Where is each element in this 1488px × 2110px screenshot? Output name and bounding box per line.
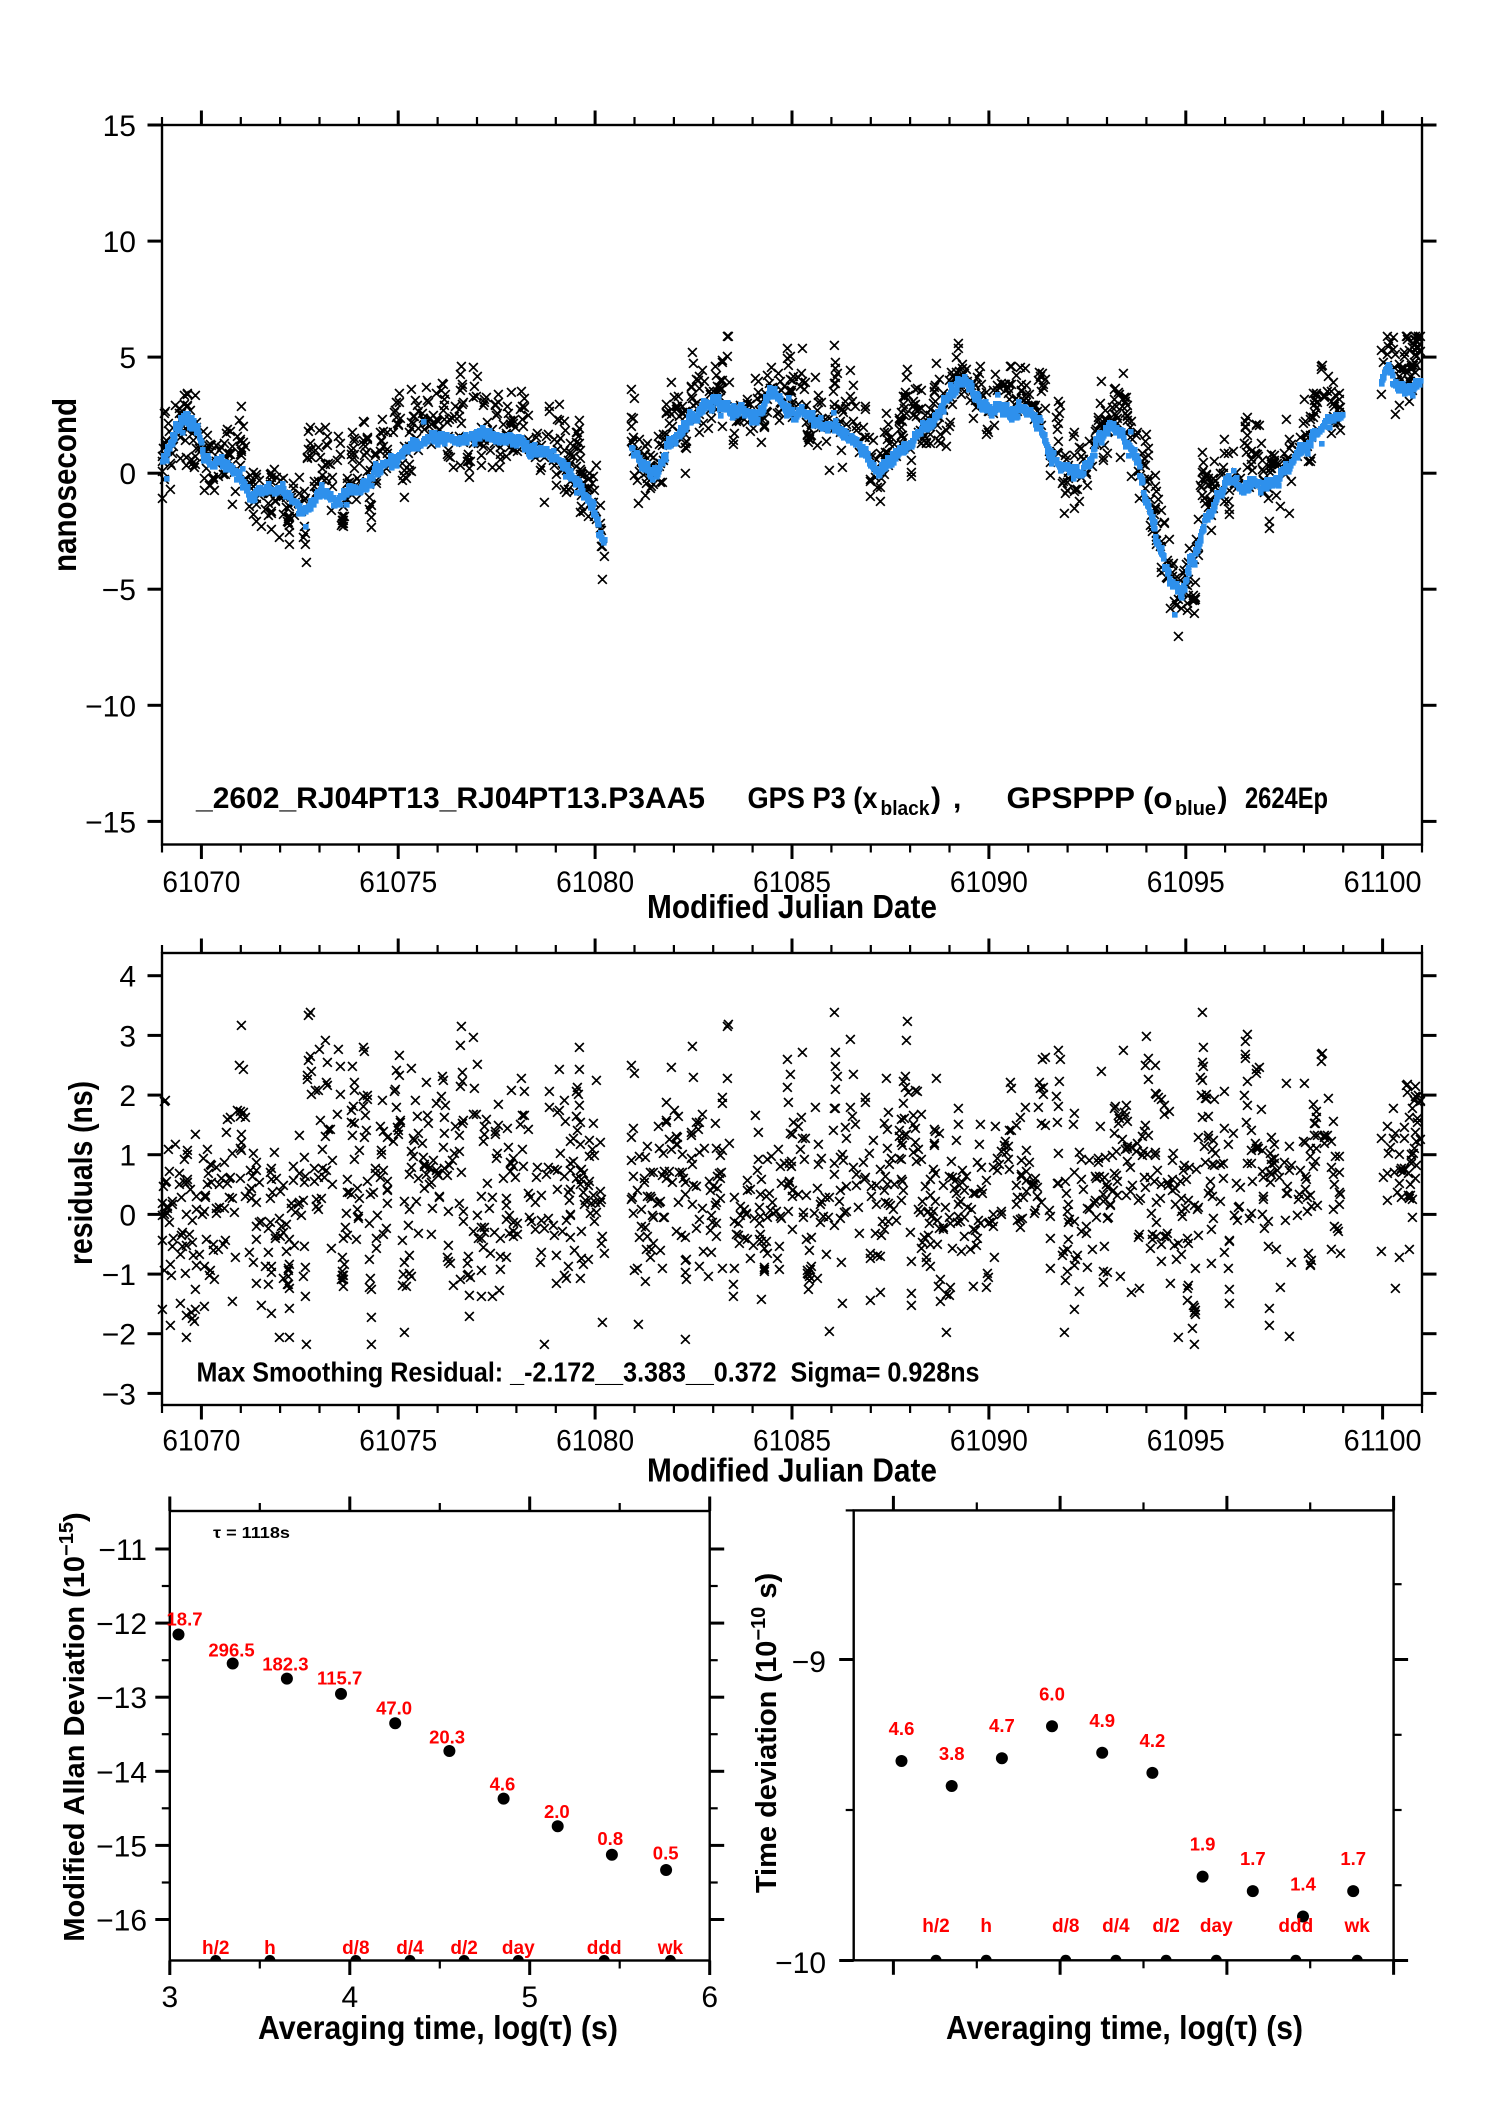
- svg-text:nanosecond: nanosecond: [46, 398, 83, 572]
- svg-text:3: 3: [161, 1981, 178, 2014]
- svg-text:h/2: h/2: [202, 1938, 229, 1959]
- svg-text:wk: wk: [657, 1938, 684, 1959]
- svg-text:0.5: 0.5: [653, 1842, 679, 1863]
- svg-text:10: 10: [103, 226, 136, 259]
- svg-text:0: 0: [119, 458, 136, 491]
- svg-text:61095: 61095: [1147, 1425, 1225, 1458]
- svg-text:5: 5: [521, 1981, 538, 2014]
- svg-text:Averaging time, log(τ) (s): Averaging time, log(τ) (s): [258, 2009, 618, 2046]
- svg-text:d/8: d/8: [342, 1938, 369, 1959]
- svg-text:Modified Julian Date: Modified Julian Date: [647, 888, 937, 925]
- svg-text:2.0: 2.0: [544, 1801, 570, 1822]
- svg-text:4.9: 4.9: [1089, 1710, 1115, 1731]
- svg-text:d/8: d/8: [1052, 1916, 1079, 1937]
- svg-text:61090: 61090: [950, 866, 1028, 899]
- svg-text:61070: 61070: [162, 1425, 240, 1458]
- svg-text:61090: 61090: [950, 1425, 1028, 1458]
- svg-text:6: 6: [701, 1981, 718, 2014]
- svg-text:wk: wk: [1344, 1916, 1371, 1937]
- svg-text:Modified Allan Deviation (10−1: Modified Allan Deviation (10−15): [56, 1512, 91, 1941]
- svg-text:5: 5: [119, 342, 136, 375]
- svg-text:−16: −16: [96, 1905, 147, 1938]
- svg-text:0.8: 0.8: [597, 1828, 623, 1849]
- svg-text:0: 0: [119, 1199, 136, 1232]
- svg-text:ddd: ddd: [587, 1938, 622, 1959]
- svg-text:47.0: 47.0: [376, 1698, 412, 1719]
- svg-text:−13: −13: [96, 1682, 147, 1715]
- svg-text:h/2: h/2: [922, 1916, 949, 1937]
- svg-text:τ = 1118s: τ = 1118s: [213, 1525, 290, 1542]
- svg-text:d/2: d/2: [1152, 1916, 1179, 1937]
- svg-text:−2: −2: [102, 1319, 136, 1352]
- svg-text:Modified Julian Date: Modified Julian Date: [647, 1451, 937, 1488]
- svg-text:day: day: [502, 1938, 535, 1959]
- svg-text:ddd: ddd: [1278, 1916, 1313, 1937]
- svg-text:61070: 61070: [162, 866, 240, 899]
- svg-text:296.5: 296.5: [208, 1640, 254, 1661]
- svg-text:61075: 61075: [359, 1425, 437, 1458]
- svg-text:GPS P3 (x: GPS P3 (x: [748, 782, 878, 815]
- svg-text:): ): [1218, 782, 1228, 815]
- svg-text:4: 4: [119, 961, 136, 994]
- svg-text:1.4: 1.4: [1290, 1874, 1316, 1895]
- svg-text:61080: 61080: [556, 1425, 634, 1458]
- svg-text:4.6: 4.6: [490, 1774, 516, 1795]
- svg-text:−1: −1: [102, 1259, 136, 1292]
- svg-text:Averaging time, log(τ) (s): Averaging time, log(τ) (s): [946, 2009, 1303, 2046]
- svg-text:−15: −15: [96, 1830, 147, 1863]
- svg-text:d/2: d/2: [450, 1938, 477, 1959]
- svg-text:d/4: d/4: [1102, 1916, 1130, 1937]
- svg-text:−15: −15: [85, 806, 136, 839]
- svg-text:GPSPPP (o: GPSPPP (o: [1007, 782, 1173, 815]
- svg-text:4.2: 4.2: [1140, 1730, 1166, 1751]
- svg-text:1: 1: [119, 1140, 136, 1173]
- svg-text:1.7: 1.7: [1340, 1848, 1366, 1869]
- svg-text:,: ,: [953, 782, 961, 815]
- svg-text:−12: −12: [96, 1608, 147, 1641]
- svg-text:4: 4: [341, 1981, 358, 2014]
- svg-text:−3: −3: [102, 1378, 136, 1411]
- svg-text:3: 3: [119, 1020, 136, 1053]
- svg-text:61100: 61100: [1344, 866, 1422, 899]
- svg-text:61075: 61075: [359, 866, 437, 899]
- svg-text:4.7: 4.7: [989, 1715, 1015, 1736]
- svg-text:): ): [931, 782, 941, 815]
- svg-text:h: h: [264, 1938, 276, 1959]
- svg-text:3.8: 3.8: [939, 1743, 965, 1764]
- svg-text:115.7: 115.7: [317, 1668, 362, 1689]
- svg-text:−10: −10: [775, 1947, 826, 1980]
- svg-text:4.6: 4.6: [889, 1718, 915, 1739]
- svg-text:15: 15: [103, 110, 136, 143]
- svg-text:1.9: 1.9: [1190, 1834, 1216, 1855]
- svg-text:h: h: [980, 1916, 992, 1937]
- svg-text:18.7: 18.7: [167, 1609, 203, 1630]
- svg-text:day: day: [1200, 1916, 1233, 1937]
- svg-text:6.0: 6.0: [1039, 1683, 1065, 1704]
- svg-text:−5: −5: [102, 574, 136, 607]
- svg-text:−11: −11: [98, 1534, 147, 1567]
- svg-text:1.7: 1.7: [1240, 1848, 1266, 1869]
- svg-text:−10: −10: [85, 690, 136, 723]
- svg-text:61095: 61095: [1147, 866, 1225, 899]
- svg-text:2: 2: [119, 1080, 136, 1113]
- svg-text:−14: −14: [96, 1756, 147, 1789]
- svg-text:residuals (ns): residuals (ns): [62, 1081, 99, 1265]
- svg-text:2624Ep: 2624Ep: [1245, 782, 1328, 815]
- svg-text:blue: blue: [1175, 798, 1216, 820]
- svg-text:61085: 61085: [753, 866, 831, 899]
- svg-text:182.3: 182.3: [262, 1654, 308, 1675]
- svg-text:Max Smoothing Residual: _-2.17: Max Smoothing Residual: _-2.172__3.383__…: [197, 1356, 980, 1387]
- svg-text:61080: 61080: [556, 866, 634, 899]
- svg-text:−9: −9: [792, 1646, 826, 1679]
- svg-text:d/4: d/4: [396, 1938, 424, 1959]
- svg-text:61085: 61085: [753, 1425, 831, 1458]
- svg-text:61100: 61100: [1344, 1425, 1422, 1458]
- svg-text:20.3: 20.3: [429, 1726, 465, 1747]
- svg-text:black: black: [881, 798, 931, 820]
- svg-text:_2602_RJ04PT13_RJ04PT13.P3AA5: _2602_RJ04PT13_RJ04PT13.P3AA5: [195, 782, 705, 815]
